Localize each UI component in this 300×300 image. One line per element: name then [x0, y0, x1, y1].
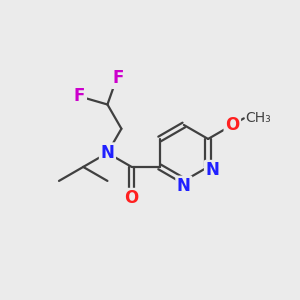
Text: N: N: [100, 144, 114, 162]
Text: N: N: [177, 177, 191, 195]
Text: F: F: [74, 87, 85, 105]
Text: N: N: [206, 161, 219, 179]
Text: O: O: [124, 189, 139, 207]
Text: F: F: [112, 69, 124, 87]
Text: CH₃: CH₃: [245, 111, 271, 125]
Text: O: O: [225, 116, 239, 134]
